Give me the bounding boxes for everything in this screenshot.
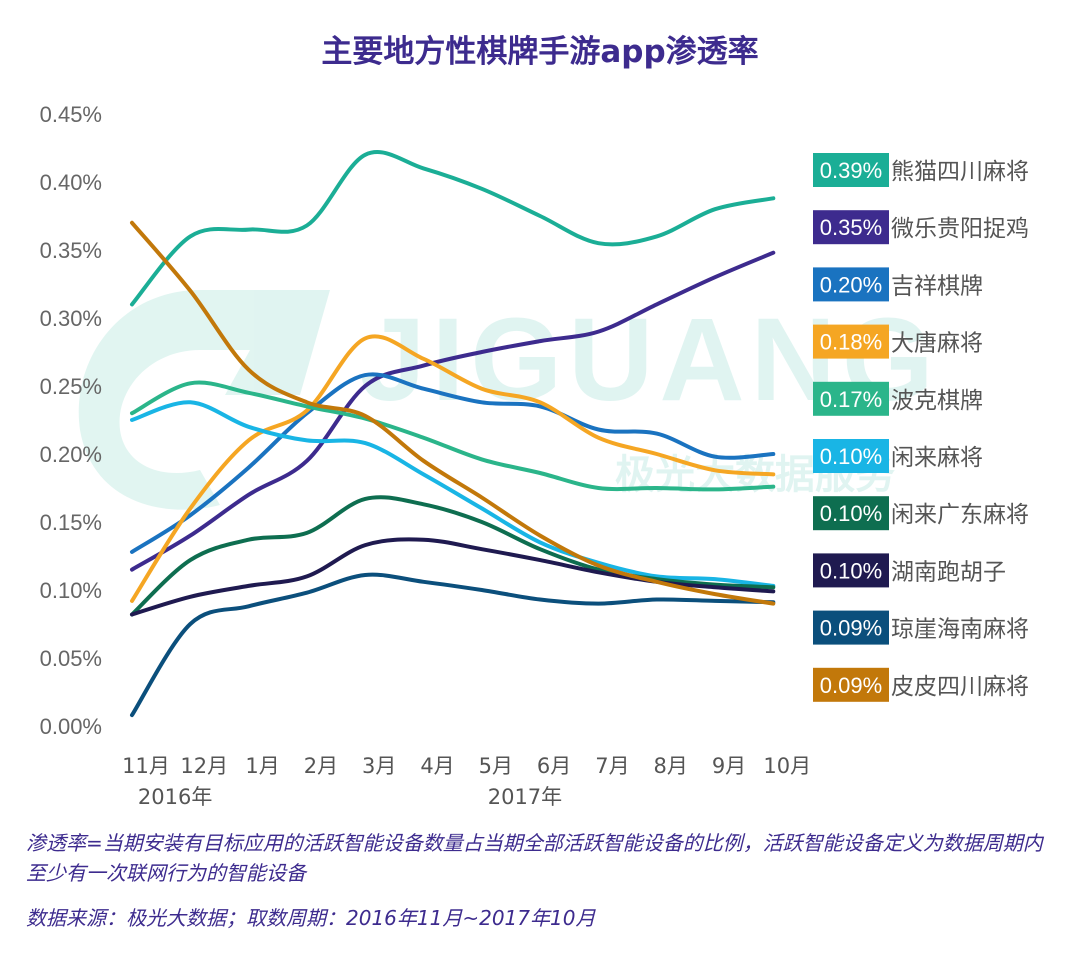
legend-value-label: 0.17%: [820, 387, 882, 412]
legend-series-name: 微乐贵阳捉鸡: [891, 216, 1029, 242]
y-tick-label: 0.40%: [40, 170, 102, 195]
series-lines: [130, 150, 776, 718]
x-year-label: 2016年: [138, 785, 212, 809]
series-line: [130, 572, 776, 718]
x-tick-label: 2月: [304, 754, 338, 778]
legend-series-name: 波克棋牌: [891, 388, 983, 414]
y-tick-label: 0.20%: [40, 442, 102, 467]
y-tick-label: 0.00%: [40, 714, 102, 739]
x-tick-label: 7月: [595, 754, 629, 778]
y-tick-label: 0.35%: [40, 238, 102, 263]
x-year-label: 2017年: [488, 785, 562, 809]
series-line: [130, 400, 776, 588]
legend-value-box: [813, 496, 889, 531]
legend-value-box: [813, 153, 889, 187]
legend-series-name: 皮皮四川麻将: [891, 674, 1029, 700]
legend-value-label: 0.39%: [820, 158, 882, 183]
x-tick-label: 12月: [180, 754, 228, 778]
legend-value-box: [813, 610, 889, 645]
legend-series-name: 湖南跑胡子: [891, 559, 1006, 585]
legend-value-label: 0.09%: [820, 673, 882, 698]
legend-series-name: 闲来麻将: [891, 445, 983, 471]
legend-value-box: [813, 439, 889, 473]
series-line: [130, 380, 776, 492]
x-tick-label: 11月: [122, 754, 170, 778]
series-line: [130, 250, 776, 572]
y-tick-label: 0.05%: [40, 646, 102, 671]
x-axis: 11月 12月 1月 2月 3月 4月 5月 6月 7月 8月 9月 10月 2016年 2017年: [122, 754, 811, 809]
chart-title: 主要地方性棋牌手游app渗透率: [321, 34, 759, 70]
x-tick-label: 5月: [479, 754, 513, 778]
legend-value-label: 0.20%: [820, 272, 882, 297]
legend-value-box: [813, 324, 889, 359]
y-tick-label: 0.25%: [40, 374, 102, 399]
legend-series-name: 琼崖海南麻将: [891, 617, 1029, 643]
y-tick-label: 0.30%: [40, 306, 102, 331]
x-tick-label: 10月: [763, 754, 811, 778]
x-tick-label: 1月: [245, 754, 279, 778]
series-line: [130, 372, 776, 554]
legend-value-box: [813, 667, 889, 702]
series-line: [130, 334, 776, 603]
legend-value-box: [813, 381, 889, 416]
x-tick-label: 8月: [654, 754, 688, 778]
watermark-logo-icon: [78, 290, 331, 510]
y-tick-label: 0.45%: [40, 102, 102, 127]
definition-note: 渗透率=当期安装有目标应用的活跃智能设备数量占当期全部活跃智能设备的比例，活跃智…: [26, 831, 1043, 885]
x-tick-label: 4月: [420, 754, 454, 778]
x-tick-label: 6月: [537, 754, 571, 778]
legend-value-box: [813, 210, 889, 245]
watermark: JIGUANG 极光大数据服务: [78, 290, 934, 510]
legend-series-name: 闲来广东麻将: [891, 502, 1029, 528]
legend-series-name: 大唐麻将: [891, 331, 983, 357]
legend: 0.39% 熊猫四川麻将 0.35% 微乐贵阳捉鸡 0.20% 吉祥棋牌 0.18% 大唐麻将…: [813, 153, 1029, 702]
legend-value-label: 0.10%: [820, 558, 882, 583]
y-axis: 0.00% 0.05% 0.10% 0.15% 0.20% 0.25% 0.30% 0.35%…: [40, 102, 102, 739]
legend-value-label: 0.18%: [820, 330, 882, 355]
legend-value-label: 0.10%: [820, 501, 882, 526]
series-line: [130, 220, 776, 606]
legend-series-name: 吉祥棋牌: [891, 273, 983, 299]
series-line: [130, 495, 776, 617]
legend-series-name: 熊猫四川麻将: [891, 159, 1029, 185]
legend-value-label: 0.35%: [820, 215, 882, 240]
legend-value-label: 0.09%: [820, 616, 882, 641]
y-tick-label: 0.15%: [40, 510, 102, 535]
x-tick-label: 3月: [362, 754, 396, 778]
legend-value-box: [813, 553, 889, 588]
legend-value-label: 0.10%: [820, 444, 882, 469]
data-source-note: 数据来源：极光大数据；取数周期：2016年11月~2017年10月: [26, 906, 596, 930]
x-tick-label: 9月: [712, 754, 746, 778]
series-line: [130, 150, 776, 307]
y-tick-label: 0.10%: [40, 578, 102, 603]
legend-value-box: [813, 267, 889, 302]
